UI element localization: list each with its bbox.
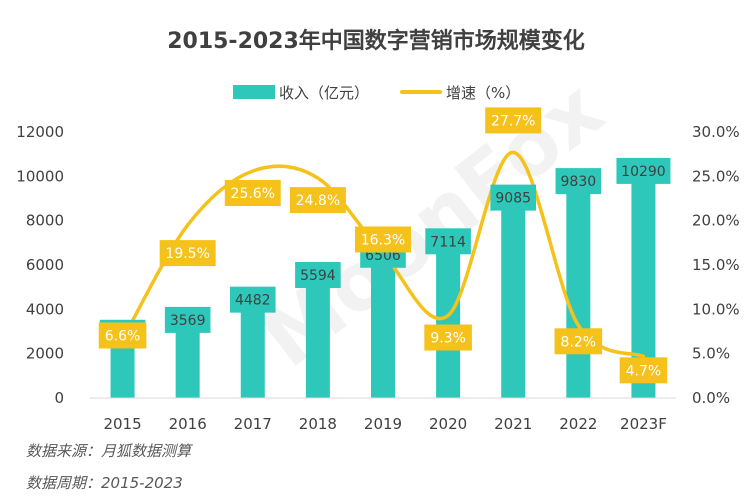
bar-value-label-text: 9085 xyxy=(495,191,531,207)
legend: 收入（亿元） 增速（%） xyxy=(233,84,520,102)
growth-value-label: 6.6% xyxy=(98,322,147,349)
bar-value-label-text: 5594 xyxy=(300,268,336,284)
growth-value-label-bg xyxy=(554,328,603,355)
growth-value-label-text: 8.2% xyxy=(561,334,597,350)
growth-value-label: 8.2% xyxy=(554,328,603,355)
y-right-tick-label: 25.0% xyxy=(692,167,740,185)
growth-value-label: 25.6% xyxy=(224,180,281,207)
y-right-tick-label: 5.0% xyxy=(692,345,730,363)
growth-value-label-bg xyxy=(224,180,281,207)
growth-value-label-text: 19.5% xyxy=(165,246,209,262)
bar xyxy=(566,180,591,398)
data-labels: 29873569448255946506711490859830102906.6… xyxy=(98,107,671,384)
y-right-tick-label: 0.0% xyxy=(692,389,730,407)
growth-value-label: 24.8% xyxy=(289,187,346,214)
bar-value-label-bg xyxy=(229,286,276,313)
growth-line xyxy=(120,150,646,359)
growth-value-label: 19.5% xyxy=(159,240,216,267)
chart-title: 2015-2023年中国数字营销市场规模变化 xyxy=(167,28,585,54)
x-tick-label: 2020 xyxy=(429,415,467,433)
bar-value-label-bg xyxy=(616,157,671,184)
growth-value-label-text: 27.7% xyxy=(491,113,535,129)
x-tick-label: 2023F xyxy=(620,415,667,433)
y-right-tick-label: 30.0% xyxy=(692,123,740,141)
data-source-note: 数据来源：月狐数据测算 xyxy=(26,442,192,460)
growth-value-label: 27.7% xyxy=(485,107,542,134)
growth-value-label-bg xyxy=(98,322,147,349)
x-tick-label: 2015 xyxy=(103,415,141,433)
legend-line-label: 增速（%） xyxy=(446,84,520,102)
bar-value-label: 7114 xyxy=(425,228,471,255)
growth-value-label-text: 4.7% xyxy=(626,363,662,379)
growth-value-label-text: 16.3% xyxy=(361,232,405,248)
y-left-tick-label: 6000 xyxy=(26,256,64,274)
bar-value-label-bg xyxy=(555,168,602,195)
x-tick-label: 2022 xyxy=(559,415,597,433)
growth-value-label-text: 25.6% xyxy=(231,186,275,202)
bar xyxy=(371,253,395,398)
legend-bar-label: 收入（亿元） xyxy=(279,84,369,102)
x-tick-label: 2017 xyxy=(234,415,272,433)
bar xyxy=(305,273,330,398)
growth-value-label-text: 9.3% xyxy=(430,331,466,347)
bar-value-label: 5594 xyxy=(295,261,341,288)
growth-value-label-bg xyxy=(159,240,216,267)
y-right-tick-label: 15.0% xyxy=(692,256,740,274)
growth-value-label: 16.3% xyxy=(355,226,411,253)
bar-value-label: 3569 xyxy=(164,306,211,333)
x-tick-label: 2016 xyxy=(169,415,207,433)
growth-value-label-bg xyxy=(619,357,668,384)
bar-value-label-text: 10290 xyxy=(621,164,666,180)
bar xyxy=(501,196,526,398)
y-right-tick-label: 10.0% xyxy=(692,300,740,318)
bar-value-label-bg xyxy=(295,261,341,288)
bar-value-label: 9085 xyxy=(490,184,537,211)
bar-value-label-text: 9830 xyxy=(561,174,597,190)
growth-value-label: 4.7% xyxy=(619,357,668,384)
growth-value-label-bg xyxy=(355,226,411,253)
x-tick-label: 2018 xyxy=(299,415,337,433)
growth-value-label-bg xyxy=(424,324,472,351)
y-left-tick-label: 2000 xyxy=(26,345,64,363)
axes: 0 2000 4000 6000 8000 10000 12000 0.0% 5.0% 10.0%… xyxy=(16,123,739,433)
legend-bar-swatch xyxy=(233,85,275,99)
bar-value-label-bg xyxy=(490,184,537,211)
bar-value-label-bg xyxy=(164,306,211,333)
bar xyxy=(240,298,265,398)
y-left-tick-label: 8000 xyxy=(26,212,64,230)
bar-value-label: 4482 xyxy=(229,286,276,313)
y-left-tick-label: 0 xyxy=(54,389,64,407)
x-tick-label: 2019 xyxy=(364,415,402,433)
growth-value-label-bg xyxy=(485,107,542,134)
y-left-tick-label: 4000 xyxy=(26,300,64,318)
y-left-tick-label: 10000 xyxy=(16,167,64,185)
x-tick-label: 2021 xyxy=(494,415,532,433)
bar-value-label-text: 4482 xyxy=(235,293,271,309)
bar-value-label: 9830 xyxy=(555,168,602,195)
growth-value-label-text: 24.8% xyxy=(296,193,340,209)
bar-value-label: 10290 xyxy=(616,157,671,184)
growth-value-label: 9.3% xyxy=(424,324,472,351)
data-period-note: 数据周期：2015-2023 xyxy=(26,474,183,492)
y-left-tick-label: 12000 xyxy=(16,123,64,141)
growth-value-label-bg xyxy=(289,187,346,214)
y-right-tick-label: 20.0% xyxy=(692,212,740,230)
growth-value-label-text: 6.6% xyxy=(105,328,141,344)
bar-value-label-text: 7114 xyxy=(430,234,466,250)
line-series xyxy=(120,150,646,359)
bar-value-label-text: 3569 xyxy=(170,313,206,329)
bar-value-label-bg xyxy=(425,228,471,255)
